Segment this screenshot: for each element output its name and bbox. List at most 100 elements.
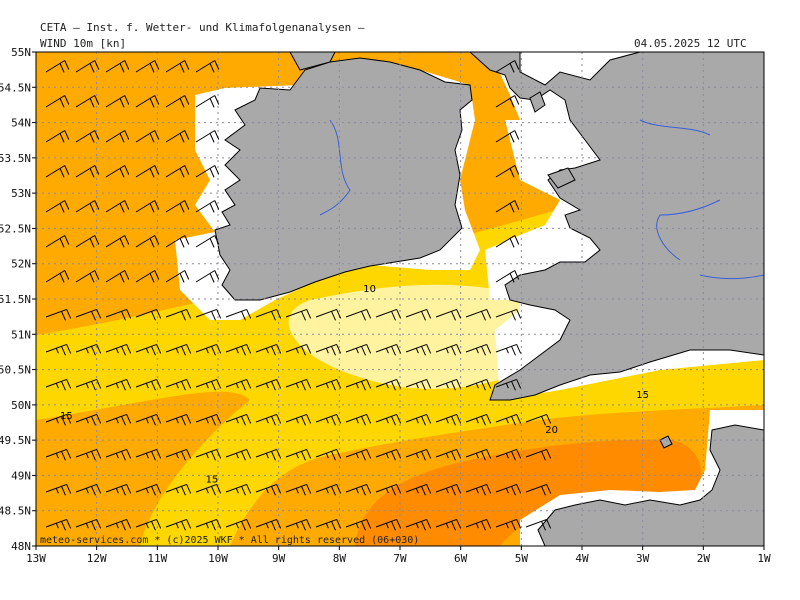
wind-barb (135, 448, 162, 461)
lon-tick-label: 6W (454, 552, 468, 565)
wind-barb (45, 60, 70, 73)
wind-barb (135, 200, 160, 213)
wind-barb (405, 518, 432, 531)
wind-barb (285, 448, 312, 461)
wind-barb (345, 448, 372, 461)
lat-tick-label: 55N (11, 46, 31, 59)
wind-barb (105, 270, 130, 283)
wind-barb (45, 518, 72, 531)
lon-tick-label: 5W (515, 552, 529, 565)
wind-barb (165, 60, 190, 73)
land-channel-islands (659, 435, 673, 449)
wind-barb (495, 308, 522, 321)
wind-barb (45, 95, 70, 108)
wind-barb (405, 483, 432, 496)
wind-barb (435, 413, 462, 426)
wind-barb (195, 165, 220, 178)
lon-tick-label: 12W (87, 552, 107, 565)
wind-barb (315, 483, 342, 496)
wind-barb (45, 378, 72, 391)
lat-tick-label: 54N (11, 117, 31, 130)
wind-barb (525, 518, 552, 531)
wind-barb (195, 95, 220, 108)
wind-barb (165, 235, 190, 248)
wind-barb (45, 200, 70, 213)
wind-barb (135, 378, 162, 391)
wind-barb (75, 270, 100, 283)
wind-barb (195, 518, 222, 531)
wind-barb (345, 308, 372, 321)
lat-tick-label: 51N (11, 328, 31, 341)
wind-barb (105, 518, 132, 531)
wind-barb (375, 448, 402, 461)
wind-barb (465, 308, 492, 321)
wind-barb (225, 448, 252, 461)
wind-barb (225, 378, 252, 391)
wind-barb (285, 343, 312, 356)
lon-tick-label: 3W (636, 552, 650, 565)
wind-barb (75, 235, 100, 248)
wind-barb (135, 483, 162, 496)
contour-label: 10 (363, 284, 376, 295)
wind-barb (405, 378, 432, 391)
wind-barb (105, 200, 130, 213)
wind-barb (165, 448, 192, 461)
wind-barb (255, 308, 282, 321)
lat-tick-label: 48.5N (0, 505, 31, 518)
wind-barb (75, 60, 100, 73)
land-ireland (214, 57, 473, 301)
land-isle-of-man (529, 91, 546, 113)
wind-barb (285, 378, 312, 391)
wind-barb (135, 60, 160, 73)
wind-barb (495, 343, 522, 356)
wind-barb (165, 270, 190, 283)
wind-barb (435, 378, 462, 391)
wind-barb (225, 518, 252, 531)
wind-barb (135, 270, 160, 283)
wind-barb (465, 413, 492, 426)
wind-band-20-25 (355, 439, 702, 546)
wind-barb (375, 343, 402, 356)
wind-barb (195, 235, 220, 248)
wind-barb (345, 413, 372, 426)
wind-barb (105, 343, 132, 356)
wind-barb (75, 518, 102, 531)
wind-barb (525, 413, 552, 426)
wind-barb (165, 518, 192, 531)
land-scotland-england (469, 52, 764, 401)
wind-barb (465, 378, 492, 391)
wind-barb (525, 448, 552, 461)
wind-barb (195, 413, 222, 426)
wind-barb (405, 448, 432, 461)
lon-tick-label: 9W (272, 552, 286, 565)
lat-tick-label: 49.5N (0, 434, 31, 447)
wind-barb (105, 483, 132, 496)
wind-barb (495, 378, 522, 391)
wind-barb (285, 518, 312, 531)
wind-barb (135, 95, 160, 108)
wind-barb (45, 308, 72, 321)
lon-tick-label: 8W (333, 552, 347, 565)
wind-barb (165, 308, 192, 321)
wind-barb (195, 378, 222, 391)
wind-barb (135, 413, 162, 426)
wind-barb (105, 165, 130, 178)
lat-tick-label: 50.5N (0, 364, 31, 377)
wind-barb (135, 308, 162, 321)
wind-barb (495, 518, 522, 531)
wind-barb (435, 343, 462, 356)
wind-barb (75, 378, 102, 391)
wind-barb (75, 343, 102, 356)
wind-barb (495, 130, 520, 143)
lat-tick-label: 54.5N (0, 81, 31, 94)
wind-barb (75, 413, 102, 426)
wind-barb (225, 483, 252, 496)
valid-time: 04.05.2025 12 UTC (634, 37, 747, 50)
lat-tick-label: 50N (11, 399, 31, 412)
wind-barb (435, 483, 462, 496)
lon-tick-label: 4W (575, 552, 589, 565)
wind-barb (315, 413, 342, 426)
land-brittany (537, 424, 764, 546)
wind-barb (285, 308, 312, 321)
